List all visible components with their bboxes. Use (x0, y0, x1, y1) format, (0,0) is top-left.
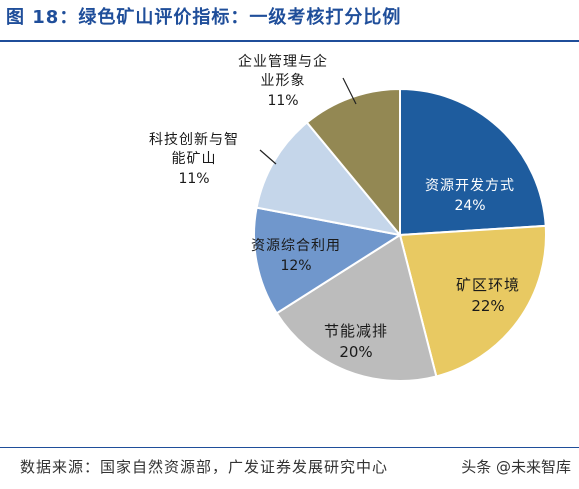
pie-slice (275, 233, 438, 382)
figure-title: 图 18：绿色矿山评价指标：一级考核打分比例 (6, 7, 402, 28)
slice-value-label: 11% (178, 171, 209, 187)
source-note: 数据来源：国家自然资源部，广发证券发展研究中心 (20, 458, 389, 476)
slice-value-label: 24% (454, 198, 485, 214)
leader-lines (259, 77, 357, 165)
slice-label: 矿区环境 22% (456, 276, 520, 315)
slice-value-label: 12% (280, 258, 311, 274)
leader-line (259, 149, 277, 165)
pie-slice (255, 121, 403, 237)
pie-slice (305, 87, 401, 238)
pie-slice (253, 206, 403, 315)
slice-value-label: 11% (267, 93, 298, 109)
slice-label: 科技创新与智能矿山 11% (149, 132, 239, 187)
slice-label: 节能减排 20% (324, 322, 388, 361)
slice-label: 资源综合利用 12% (251, 238, 341, 274)
title-rule (0, 40, 579, 42)
watermark: 头条 @未来智库 (461, 458, 571, 476)
source-rule (0, 447, 579, 448)
slice-value-label: 22% (471, 297, 504, 315)
pie-slices (253, 87, 547, 382)
pie-slice (399, 87, 547, 237)
slice-label: 资源开发方式 24% (425, 178, 515, 214)
leader-line (342, 77, 357, 105)
slice-value-label: 20% (339, 343, 372, 361)
slice-labels: 资源开发方式 24% 矿区环境 22% 节能减排 20% 资源综合利用 12% 科技创新与智能矿… (149, 53, 520, 361)
pie-slice (398, 224, 547, 378)
slice-label: 企业管理与企业形象 11% (238, 53, 328, 109)
